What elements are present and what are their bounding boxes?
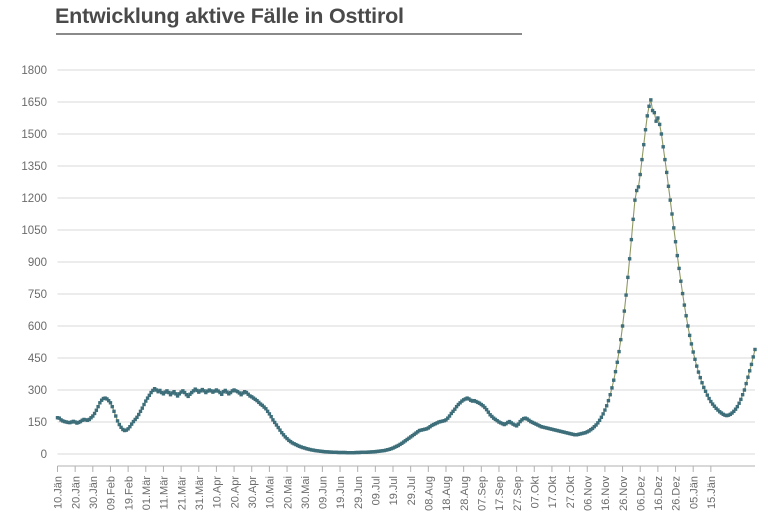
svg-text:1800: 1800 <box>21 65 47 77</box>
svg-text:10.Apr: 10.Apr <box>212 476 224 509</box>
svg-text:07.Okt: 07.Okt <box>529 476 541 508</box>
svg-text:30.Jän: 30.Jän <box>88 476 100 509</box>
svg-text:27.Sep: 27.Sep <box>512 476 524 511</box>
svg-text:31.Mär: 31.Mär <box>194 476 206 511</box>
svg-text:28.Aug: 28.Aug <box>459 476 471 511</box>
svg-text:16.Dez: 16.Dez <box>653 476 665 511</box>
svg-text:10.Jän: 10.Jän <box>53 476 65 509</box>
svg-text:0: 0 <box>41 449 47 461</box>
svg-text:1050: 1050 <box>21 225 47 237</box>
svg-text:17.Okt: 17.Okt <box>547 476 559 508</box>
svg-text:20.Mai: 20.Mai <box>282 476 294 509</box>
svg-text:10.Mai: 10.Mai <box>265 476 277 509</box>
svg-text:05.Jän: 05.Jän <box>688 476 700 509</box>
svg-text:26.Nov: 26.Nov <box>618 476 630 511</box>
chart-title-underline <box>56 33 522 35</box>
svg-text:07.Sep: 07.Sep <box>476 476 488 511</box>
svg-text:1500: 1500 <box>21 129 47 141</box>
svg-text:20.Jän: 20.Jän <box>70 476 82 509</box>
svg-text:16.Nov: 16.Nov <box>600 476 612 511</box>
svg-text:09.Feb: 09.Feb <box>106 476 118 510</box>
svg-text:150: 150 <box>28 417 47 429</box>
svg-text:20.Apr: 20.Apr <box>229 476 241 509</box>
svg-text:750: 750 <box>28 289 47 301</box>
svg-text:11.Mär: 11.Mär <box>159 476 171 510</box>
svg-text:900: 900 <box>28 257 47 269</box>
chart-title: Entwicklung aktive Fälle in Osttirol <box>55 4 404 28</box>
svg-text:1200: 1200 <box>21 193 47 205</box>
svg-text:06.Nov: 06.Nov <box>582 476 594 511</box>
svg-text:1350: 1350 <box>21 161 47 173</box>
x-axis-ticks-group <box>57 466 712 472</box>
svg-text:450: 450 <box>28 353 47 365</box>
svg-text:27.Okt: 27.Okt <box>565 476 577 508</box>
svg-text:19.Feb: 19.Feb <box>123 476 135 510</box>
gridlines-group <box>57 69 755 455</box>
svg-text:29.Jun: 29.Jun <box>353 476 365 509</box>
y-axis-labels-group: 0 150 300 450 600 750 900 1050 1200 1350 1500 1650 1… <box>21 65 47 461</box>
svg-text:29.Jul: 29.Jul <box>406 476 418 505</box>
svg-text:30.Apr: 30.Apr <box>247 476 259 509</box>
svg-text:18.Aug: 18.Aug <box>441 476 453 511</box>
svg-text:300: 300 <box>28 385 47 397</box>
svg-text:15.Jän: 15.Jän <box>706 476 718 509</box>
svg-text:01.Mär: 01.Mär <box>141 476 153 511</box>
svg-text:30.Mai: 30.Mai <box>300 476 312 509</box>
svg-text:26.Dez: 26.Dez <box>671 476 683 511</box>
svg-text:09.Jun: 09.Jun <box>318 476 330 509</box>
svg-text:17.Sep: 17.Sep <box>494 476 506 511</box>
svg-text:600: 600 <box>28 321 47 333</box>
svg-text:06.Dez: 06.Dez <box>635 476 647 511</box>
svg-text:09.Jul: 09.Jul <box>371 476 383 505</box>
series-line-active-cases <box>56 99 756 454</box>
series-markers-active-cases <box>55 98 757 455</box>
x-axis-labels-group: 10.Jän 20.Jän 30.Jän 09.Feb 19.Feb 01.Mär 11.M… <box>53 476 718 511</box>
svg-text:21.Mär: 21.Mär <box>176 476 188 511</box>
svg-text:19.Jun: 19.Jun <box>335 476 347 509</box>
svg-text:1650: 1650 <box>21 97 47 109</box>
svg-text:08.Aug: 08.Aug <box>424 476 436 511</box>
svg-text:19.Jul: 19.Jul <box>388 476 400 505</box>
